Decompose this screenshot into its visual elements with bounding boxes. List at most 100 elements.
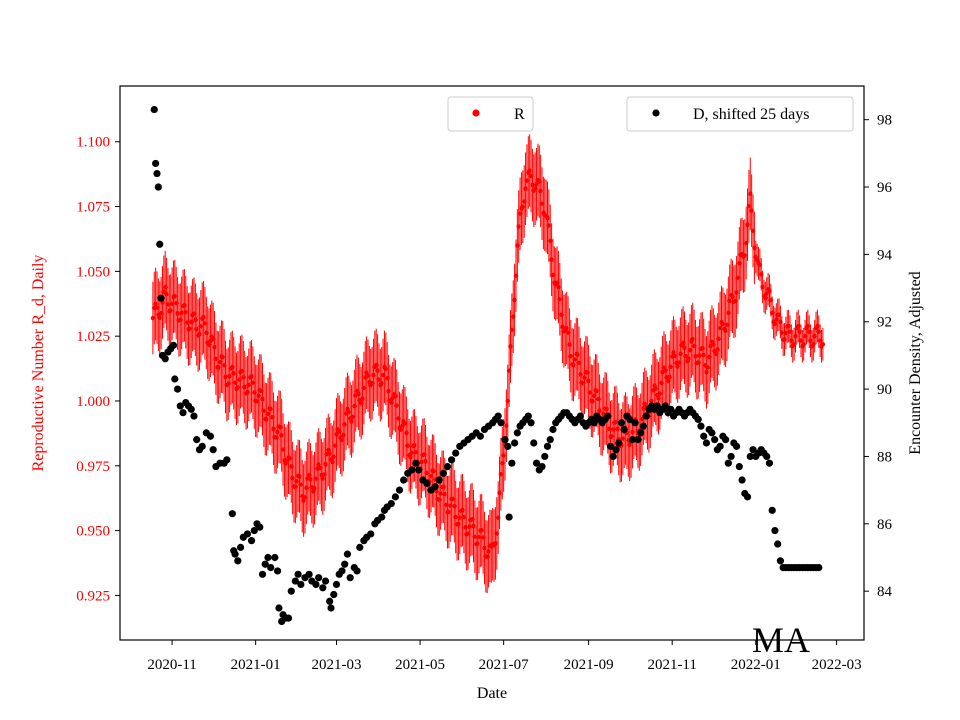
legend-d[interactable]: D, shifted 25 days	[626, 96, 854, 132]
legend-r-label: R	[514, 106, 525, 123]
d-point	[275, 604, 283, 612]
watermark-label: MA	[752, 620, 810, 660]
d-point	[243, 530, 252, 538]
d-point	[387, 500, 395, 508]
y-left-tick-label: 1.000	[76, 394, 110, 410]
y-left-tick-label: 0.975	[76, 459, 110, 475]
d-point	[284, 614, 293, 622]
legend-r-frame	[447, 96, 534, 132]
d-point	[530, 439, 538, 447]
legend-d-marker	[652, 109, 660, 117]
d-point	[702, 439, 711, 447]
d-point	[267, 563, 275, 572]
d-point	[735, 462, 743, 471]
d-point	[639, 422, 648, 430]
d-point	[771, 526, 779, 535]
d-point	[435, 476, 443, 484]
d-point	[576, 412, 584, 420]
d-point	[198, 442, 206, 450]
d-point	[256, 523, 264, 531]
d-point	[505, 513, 513, 521]
d-point	[171, 375, 179, 383]
legend-r-marker	[472, 109, 480, 117]
d-point	[615, 439, 623, 447]
d-point	[391, 493, 400, 501]
x-tick-label: 2021-07	[479, 657, 529, 673]
d-point	[711, 436, 719, 444]
d-point	[511, 439, 519, 447]
y-right-tick-label: 90	[877, 382, 892, 398]
y-left-tick-label: 1.050	[76, 264, 110, 280]
x-tick-label: 2021-03	[311, 657, 361, 673]
d-point	[291, 577, 299, 585]
r-point	[820, 342, 826, 347]
d-point	[223, 456, 231, 464]
d-point	[617, 419, 626, 427]
d-point	[315, 574, 323, 582]
d-point	[749, 446, 757, 454]
d-point	[738, 476, 746, 484]
d-point	[763, 452, 771, 461]
d-point	[743, 493, 752, 501]
d-point	[476, 432, 484, 440]
d-point	[321, 577, 330, 585]
d-point	[154, 183, 162, 191]
d-point	[378, 513, 386, 521]
d-point	[609, 452, 617, 461]
d-point	[247, 537, 256, 545]
y-right-tick-label: 94	[877, 247, 893, 263]
d-point	[631, 419, 639, 427]
d-point	[765, 459, 774, 467]
legend-d-label: D, shifted 25 days	[693, 106, 809, 123]
d-point	[776, 557, 785, 565]
d-point	[173, 385, 182, 393]
d-point	[443, 462, 452, 471]
d-point	[727, 452, 735, 461]
d-point	[447, 456, 456, 464]
d-point	[642, 412, 650, 420]
d-point	[628, 436, 637, 444]
d-point	[250, 526, 258, 535]
d-point	[273, 567, 282, 575]
d-point	[774, 540, 782, 548]
y-left-axis: 0.925 0.950 0.975 1.000 1.025 1.050 1.075 1.100	[76, 135, 120, 604]
d-point	[543, 442, 552, 450]
x-axis-title: Date	[477, 685, 507, 702]
y-left-tick-label: 1.100	[76, 135, 110, 151]
d-point	[653, 402, 661, 410]
d-point	[161, 355, 169, 363]
d-point	[190, 412, 198, 420]
d-point	[206, 432, 215, 440]
d-series	[150, 105, 823, 626]
d-point	[346, 574, 354, 582]
d-point	[258, 570, 267, 578]
d-point	[297, 580, 305, 589]
d-point	[626, 415, 634, 424]
d-point	[193, 436, 201, 444]
d-point	[604, 412, 612, 420]
d-point	[497, 419, 505, 427]
y-right-tick-label: 84	[877, 584, 893, 600]
d-point	[439, 469, 447, 477]
d-point	[546, 436, 554, 444]
d-point	[353, 567, 361, 575]
d-point	[338, 567, 346, 575]
legend-r[interactable]: R	[447, 96, 534, 132]
d-point	[327, 604, 335, 612]
d-point	[261, 560, 269, 568]
y-right-axis: 84 86 88 90 92 94 96 98	[864, 113, 893, 600]
d-point	[157, 294, 165, 302]
d-point	[341, 560, 349, 568]
d-point	[722, 436, 730, 444]
d-point	[367, 530, 375, 538]
y-left-tick-label: 0.950	[76, 524, 110, 540]
d-point	[231, 550, 239, 558]
x-tick-label: 2022-03	[812, 657, 862, 673]
d-point	[408, 466, 416, 474]
x-tick-label: 2020-11	[147, 657, 196, 673]
d-point	[513, 429, 521, 437]
d-point	[176, 402, 184, 410]
legend-d-frame	[626, 96, 854, 132]
d-point	[541, 452, 549, 461]
d-point	[504, 442, 512, 450]
